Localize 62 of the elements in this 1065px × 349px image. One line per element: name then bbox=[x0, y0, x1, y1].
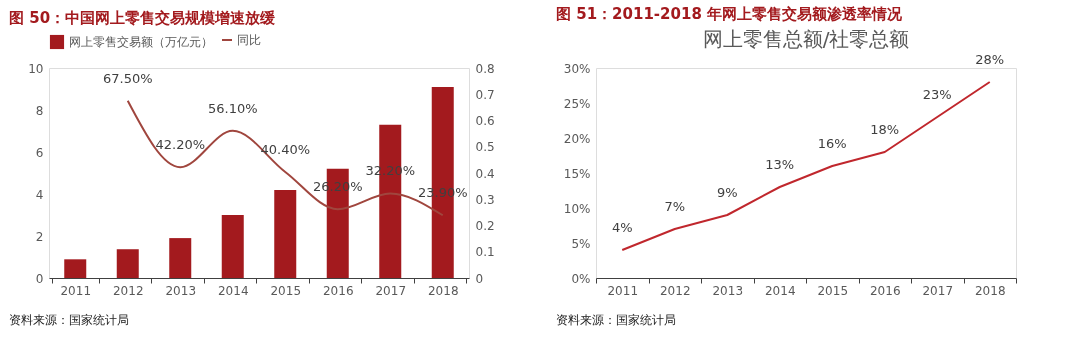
bar bbox=[116, 249, 139, 278]
x-tick-label: 2014 bbox=[764, 283, 796, 298]
bar bbox=[274, 190, 297, 278]
y-tick-label: 5% bbox=[571, 236, 591, 251]
x-tick-label: 2013 bbox=[165, 283, 197, 298]
chart-subtitle: 网上零售总额/社零总额 bbox=[702, 27, 910, 51]
y-tick-label: 10% bbox=[563, 201, 591, 216]
x-tick-label: 2018 bbox=[974, 283, 1006, 298]
bar bbox=[221, 215, 244, 278]
y-tick-label: 15% bbox=[563, 166, 591, 181]
data-label: 23% bbox=[922, 87, 952, 102]
bar bbox=[169, 238, 192, 278]
data-label: 4% bbox=[611, 220, 633, 235]
y-tick-label: 0 bbox=[35, 271, 44, 286]
x-tick-label: 2011 bbox=[60, 283, 92, 298]
x-tick-label: 2012 bbox=[659, 283, 691, 298]
y2-tick-label: 0.4 bbox=[475, 166, 495, 181]
y2-tick-label: 0.5 bbox=[475, 140, 495, 155]
y-tick-label: 0% bbox=[571, 271, 591, 286]
data-label: 40.40% bbox=[260, 141, 311, 157]
x-tick-label: 2016 bbox=[322, 283, 354, 298]
x-tick-label: 2014 bbox=[217, 283, 249, 298]
y-tick-label: 8 bbox=[35, 103, 44, 118]
y-tick-label: 20% bbox=[563, 131, 591, 146]
x-tick-label: 2012 bbox=[112, 283, 144, 298]
y2-tick-label: 0.3 bbox=[475, 192, 495, 207]
data-label: 18% bbox=[870, 122, 900, 137]
legend-label: 同比 bbox=[237, 33, 261, 47]
y2-tick-label: 0.7 bbox=[475, 87, 495, 102]
x-tick-label: 2011 bbox=[607, 283, 639, 298]
x-tick-label: 2016 bbox=[869, 283, 901, 298]
data-label: 16% bbox=[817, 136, 847, 151]
x-tick-label: 2015 bbox=[270, 283, 302, 298]
y2-tick-label: 0.8 bbox=[475, 61, 495, 76]
y2-tick-label: 0.6 bbox=[475, 114, 495, 128]
data-label: 9% bbox=[716, 185, 738, 200]
y-tick-label: 4 bbox=[35, 187, 44, 202]
y2-tick-label: 0.1 bbox=[475, 245, 495, 260]
y-tick-label: 6 bbox=[35, 145, 44, 160]
x-tick-label: 2017 bbox=[922, 283, 954, 298]
data-label: 7% bbox=[664, 199, 686, 214]
y-tick-label: 25% bbox=[563, 96, 591, 111]
x-tick-label: 2013 bbox=[712, 283, 744, 298]
data-label: 56.10% bbox=[207, 100, 258, 116]
x-tick-label: 2015 bbox=[817, 283, 849, 298]
data-label: 13% bbox=[765, 157, 795, 172]
text: 资料来源：国家统计局 bbox=[9, 313, 129, 327]
y2-tick-label: 0.2 bbox=[475, 219, 495, 233]
data-label: 67.50% bbox=[102, 70, 153, 86]
chart-title: 图 51：2011-2018 年网上零售交易额渗透率情况 bbox=[556, 5, 904, 23]
y-tick-label: 2 bbox=[35, 229, 44, 244]
chart-title: 图 50：中国网上零售交易规模增速放缓 bbox=[9, 9, 277, 27]
data-label: 28% bbox=[975, 52, 1005, 67]
y-tick-label: 10 bbox=[28, 61, 44, 76]
x-tick-label: 2017 bbox=[375, 283, 407, 298]
legend-label: 网上零售交易额（万亿元） bbox=[69, 35, 213, 49]
bar bbox=[64, 259, 87, 278]
y2-tick-label: 0 bbox=[475, 271, 484, 286]
text: 资料来源：国家统计局 bbox=[556, 313, 676, 327]
x-tick-label: 2018 bbox=[427, 283, 459, 298]
data-label: 42.20% bbox=[155, 137, 206, 153]
y-tick-label: 30% bbox=[563, 61, 591, 76]
